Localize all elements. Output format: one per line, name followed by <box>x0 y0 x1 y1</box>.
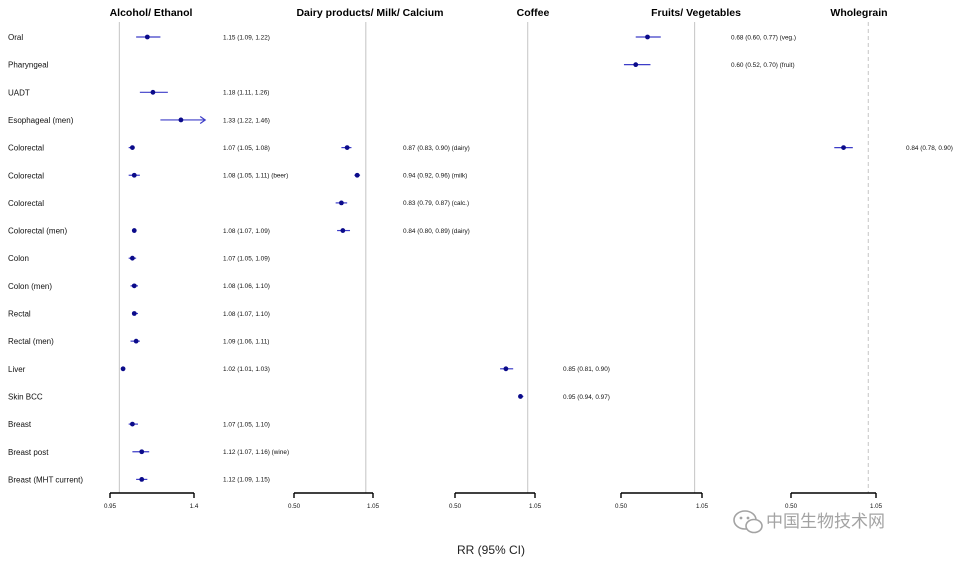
x-tick-label: 1.05 <box>367 503 380 510</box>
x-tick-label: 1.05 <box>696 503 709 510</box>
x-axis-title: RR (95% CI) <box>457 543 525 557</box>
outcome-label: Colon (men) <box>8 282 52 291</box>
point-estimate <box>131 283 137 289</box>
estimate-label: 0.87 (0.83, 0.90) (dairy) <box>403 145 470 152</box>
outcome-label: Colorectal <box>8 171 44 180</box>
panel-title: Wholegrain <box>830 7 887 19</box>
x-tick-label: 0.50 <box>785 503 798 510</box>
outcome-label: Skin BCC <box>8 392 43 401</box>
estimate-label: 0.94 (0.92, 0.96) (milk) <box>403 173 467 180</box>
reference-lines <box>118 22 869 493</box>
watermark: 中国生物技术网 <box>733 510 885 534</box>
point-estimate <box>645 34 650 40</box>
point-estimate <box>131 311 137 316</box>
point-estimate <box>354 172 360 178</box>
estimate-label: 1.08 (1.05, 1.11) (beer) <box>223 173 288 180</box>
estimate-label: 0.85 (0.81, 0.90) <box>563 366 610 373</box>
x-tick-label: 1.05 <box>870 503 883 510</box>
estimate-label: 1.08 (1.07, 1.10) <box>223 311 270 318</box>
panel-title: Coffee <box>517 7 550 19</box>
outcome-label: Esophageal (men) <box>8 116 74 125</box>
point-estimate <box>178 117 184 123</box>
watermark-text: 中国生物技术网 <box>766 512 885 531</box>
estimate-label: 1.18 (1.11, 1.26) <box>223 90 269 97</box>
point-estimate <box>130 421 135 427</box>
estimate-label: 1.12 (1.07, 1.16) (wine) <box>223 449 289 456</box>
estimate-label: 1.08 (1.06, 1.10) <box>223 283 270 290</box>
outcome-label: UADT <box>8 88 30 97</box>
estimate-label: 1.08 (1.07, 1.09) <box>223 228 270 235</box>
truncation-arrow <box>199 115 207 124</box>
x-tick-label: 0.50 <box>449 503 462 510</box>
point-estimate <box>841 145 846 151</box>
estimate-label: 1.02 (1.01, 1.03) <box>223 366 270 373</box>
estimate-label: 1.07 (1.05, 1.09) <box>223 256 270 263</box>
point-estimate <box>131 172 137 178</box>
estimate-label: 1.33 (1.22, 1.46) <box>223 117 270 124</box>
estimate-label: 0.84 (0.80, 0.89) (dairy) <box>403 228 470 235</box>
point-estimate <box>139 477 145 482</box>
point-estimate <box>150 89 156 95</box>
estimate-label: 0.95 (0.94, 0.97) <box>563 394 610 401</box>
estimate-label: 0.68 (0.60, 0.77) (veg.) <box>731 34 796 41</box>
outcome-labels: Oral Pharyngeal UADT Esophageal (men) Colore… <box>8 33 83 484</box>
point-estimate <box>633 62 639 68</box>
outcome-label: Colorectal (men) <box>8 227 67 236</box>
point-estimate <box>339 200 344 206</box>
point-estimate <box>130 145 135 151</box>
panel-title: Alcohol/ Ethanol <box>110 7 193 19</box>
panel-title: Fruits/ Vegetables <box>651 7 741 19</box>
panel-titles: Alcohol/ Ethanol Dairy products/ Milk/ Ca… <box>110 7 888 19</box>
estimate-label: 1.15 (1.09, 1.22) <box>223 34 270 41</box>
x-tick-label: 1.05 <box>529 503 542 510</box>
point-estimate <box>503 366 509 372</box>
point-estimate <box>130 255 135 261</box>
estimate-label: 0.84 (0.78, 0.90) <box>906 145 953 152</box>
outcome-label: Breast (MHT current) <box>8 475 83 484</box>
estimates: 1.15 (1.09, 1.22) 1.18 (1.11, 1.26) 1.33 (… <box>120 34 953 484</box>
outcome-label: Colorectal <box>8 144 44 153</box>
x-tick-label: 0.50 <box>288 503 301 510</box>
outcome-label: Colorectal <box>8 199 44 208</box>
outcome-label: Oral <box>8 33 23 42</box>
point-estimate <box>133 338 139 344</box>
wechat-icon <box>733 510 763 534</box>
outcome-label: Rectal <box>8 310 31 319</box>
estimate-label: 1.09 (1.06, 1.11) <box>223 338 269 345</box>
outcome-label: Breast <box>8 420 32 429</box>
point-estimate <box>340 228 346 233</box>
x-tick-label: 0.95 <box>104 503 117 510</box>
estimate-label: 1.07 (1.05, 1.08) <box>223 145 270 152</box>
x-tick-label: 0.50 <box>615 503 628 510</box>
point-estimate <box>139 449 145 455</box>
point-estimate <box>131 228 137 233</box>
outcome-label: Liver <box>8 365 26 374</box>
estimate-label: 0.60 (0.52, 0.70) (fruit) <box>731 62 795 69</box>
x-axes: 0.95 1.4 0.50 1.05 0.50 1.05 0.50 1.05 0.50 1.05 <box>104 492 883 510</box>
outcome-label: Rectal (men) <box>8 337 54 346</box>
estimate-label: 1.12 (1.09, 1.15) <box>223 477 270 484</box>
x-tick-label: 1.4 <box>190 503 199 510</box>
point-estimate <box>144 34 150 40</box>
point-estimate <box>344 145 350 151</box>
outcome-label: Colon <box>8 254 29 263</box>
panel-title: Dairy products/ Milk/ Calcium <box>296 7 443 19</box>
outcome-label: Breast post <box>8 448 49 457</box>
estimate-label: 0.83 (0.79, 0.87) (calc.) <box>403 200 469 207</box>
point-estimate <box>120 366 126 372</box>
outcome-label: Pharyngeal <box>8 61 49 70</box>
point-estimate <box>518 394 523 399</box>
estimate-label: 1.07 (1.05, 1.10) <box>223 421 270 428</box>
